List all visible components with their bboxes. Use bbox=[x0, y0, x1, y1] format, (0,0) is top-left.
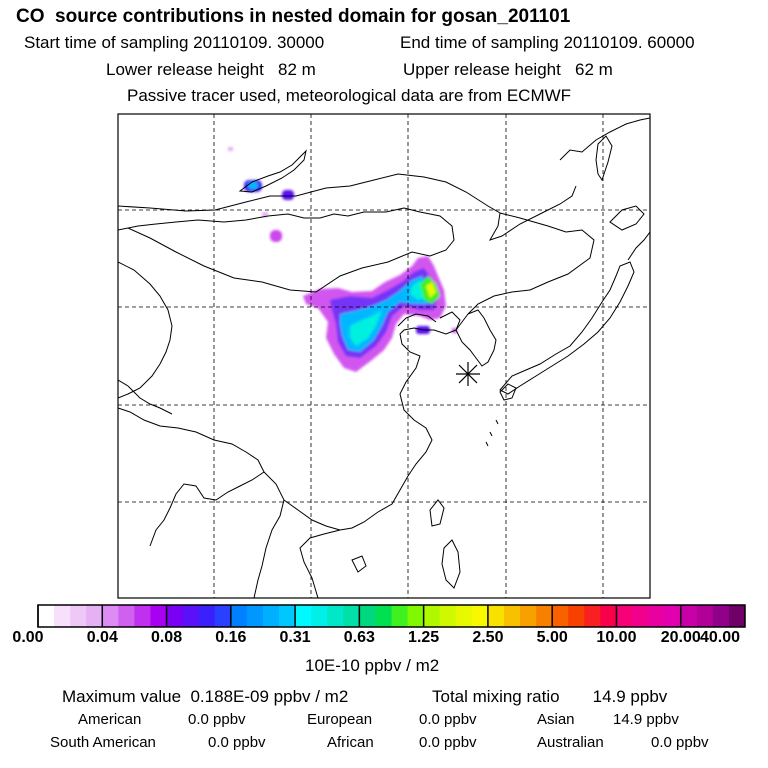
region-name-asian: Asian bbox=[537, 711, 575, 728]
region-value-european: 0.0 ppbv bbox=[419, 711, 477, 728]
end-time-label: End time of sampling 20110109. 60000 bbox=[400, 33, 695, 52]
colorbar-swatch bbox=[696, 605, 714, 627]
max-value-label: Maximum value 0.188E-09 ppbv / m2 bbox=[62, 687, 349, 706]
colorbar-tick-label: 2.50 bbox=[472, 629, 504, 646]
colorbar-tick-label: 40.00 bbox=[699, 629, 741, 646]
colorbar-swatch bbox=[214, 605, 232, 627]
colorbar-swatch bbox=[712, 605, 730, 627]
colorbar-swatch bbox=[568, 605, 585, 627]
region-name-african: African bbox=[327, 734, 374, 751]
upper-release-label: Upper release height 62 m bbox=[403, 60, 613, 79]
colorbar-frame bbox=[37, 604, 746, 628]
colorbar-tick-label: 0.04 bbox=[86, 629, 118, 646]
colorbar-tick-label: 5.00 bbox=[536, 629, 568, 646]
colorbar-tick-label: 10.00 bbox=[596, 629, 637, 646]
region-name-american: American bbox=[78, 711, 142, 728]
region-name-european: European bbox=[307, 711, 373, 728]
total-mixing-ratio-label: Total mixing ratio 14.9 ppbv bbox=[432, 687, 668, 706]
colorbar-tick-label: 0.16 bbox=[215, 629, 247, 646]
colorbar-swatch bbox=[279, 605, 296, 627]
colorbar-swatch bbox=[70, 605, 87, 627]
colorbar bbox=[37, 604, 746, 628]
colorbar-swatch bbox=[182, 605, 200, 627]
colorbar-tick-label: 0.63 bbox=[343, 629, 375, 646]
colorbar-tick-label: 0.00 bbox=[12, 629, 44, 646]
region-name-south-american: South American bbox=[50, 734, 156, 751]
colorbar-swatch bbox=[102, 605, 119, 627]
colorbar-swatch bbox=[375, 605, 392, 627]
colorbar-swatch bbox=[423, 605, 441, 627]
colorbar-swatch bbox=[391, 605, 409, 627]
coastlines bbox=[118, 117, 650, 598]
colorbar-swatch bbox=[439, 605, 457, 627]
colorbar-swatch bbox=[552, 605, 569, 627]
colorbar-swatch bbox=[198, 605, 216, 627]
colorbar-swatch bbox=[166, 605, 184, 627]
lat-lon-grid bbox=[118, 114, 650, 598]
region-value-african: 0.0 ppbv bbox=[419, 734, 477, 751]
colorbar-swatch bbox=[54, 605, 71, 627]
region-value-asian: 14.9 ppbv bbox=[613, 711, 679, 728]
colorbar-swatch bbox=[118, 605, 135, 627]
colorbar-tick-label: 1.25 bbox=[408, 629, 440, 646]
colorbar-swatch bbox=[150, 605, 168, 627]
colorbar-swatch bbox=[86, 605, 103, 627]
map-area bbox=[118, 114, 650, 598]
colorbar-swatch bbox=[680, 605, 698, 627]
region-value-south-american: 0.0 ppbv bbox=[208, 734, 266, 751]
colorbar-swatch bbox=[343, 605, 360, 627]
region-value-american: 0.0 ppbv bbox=[188, 711, 246, 728]
colorbar-swatch bbox=[536, 605, 553, 627]
colorbar-swatch bbox=[38, 605, 55, 627]
lower-release-label: Lower release height 82 m bbox=[106, 60, 316, 79]
colorbar-swatch bbox=[311, 605, 328, 627]
colorbar-swatch bbox=[471, 605, 489, 627]
colorbar-tick-label: 0.31 bbox=[279, 629, 311, 646]
colorbar-swatch bbox=[648, 605, 666, 627]
plot-title: CO source contributions in nested domain… bbox=[16, 6, 571, 27]
colorbar-swatch bbox=[407, 605, 425, 627]
colorbar-swatch bbox=[503, 605, 521, 627]
colorbar-swatch bbox=[664, 605, 682, 627]
colorbar-tick-label: 20.00 bbox=[660, 629, 701, 646]
colorbar-tick-label: 0.08 bbox=[150, 629, 183, 646]
colorbar-swatch bbox=[295, 605, 312, 627]
colorbar-swatch bbox=[455, 605, 473, 627]
region-value-australian: 0.0 ppbv bbox=[651, 734, 709, 751]
colorbar-swatch bbox=[616, 605, 634, 627]
colorbar-swatch bbox=[520, 605, 537, 627]
start-time-label: Start time of sampling 20110109. 30000 bbox=[24, 33, 325, 52]
colorbar-swatch bbox=[134, 605, 151, 627]
colorbar-swatch bbox=[359, 605, 376, 627]
tracer-note: Passive tracer used, meteorological data… bbox=[127, 86, 572, 105]
region-name-australian: Australian bbox=[537, 734, 604, 751]
colorbar-swatch bbox=[632, 605, 650, 627]
colorbar-swatch bbox=[262, 605, 280, 627]
receptor-star-icon bbox=[456, 362, 480, 386]
map-frame bbox=[117, 113, 651, 599]
colorbar-swatch bbox=[487, 605, 505, 627]
colorbar-swatch bbox=[584, 605, 601, 627]
concentration-plume bbox=[228, 147, 457, 372]
colorbar-swatch bbox=[600, 605, 617, 627]
colorbar-swatch bbox=[230, 605, 248, 627]
colorbar-swatch bbox=[327, 605, 344, 627]
colorbar-swatch bbox=[246, 605, 264, 627]
colorbar-swatch bbox=[728, 605, 746, 627]
colorbar-unit-label: 10E-10 ppbv / m2 bbox=[305, 656, 440, 675]
